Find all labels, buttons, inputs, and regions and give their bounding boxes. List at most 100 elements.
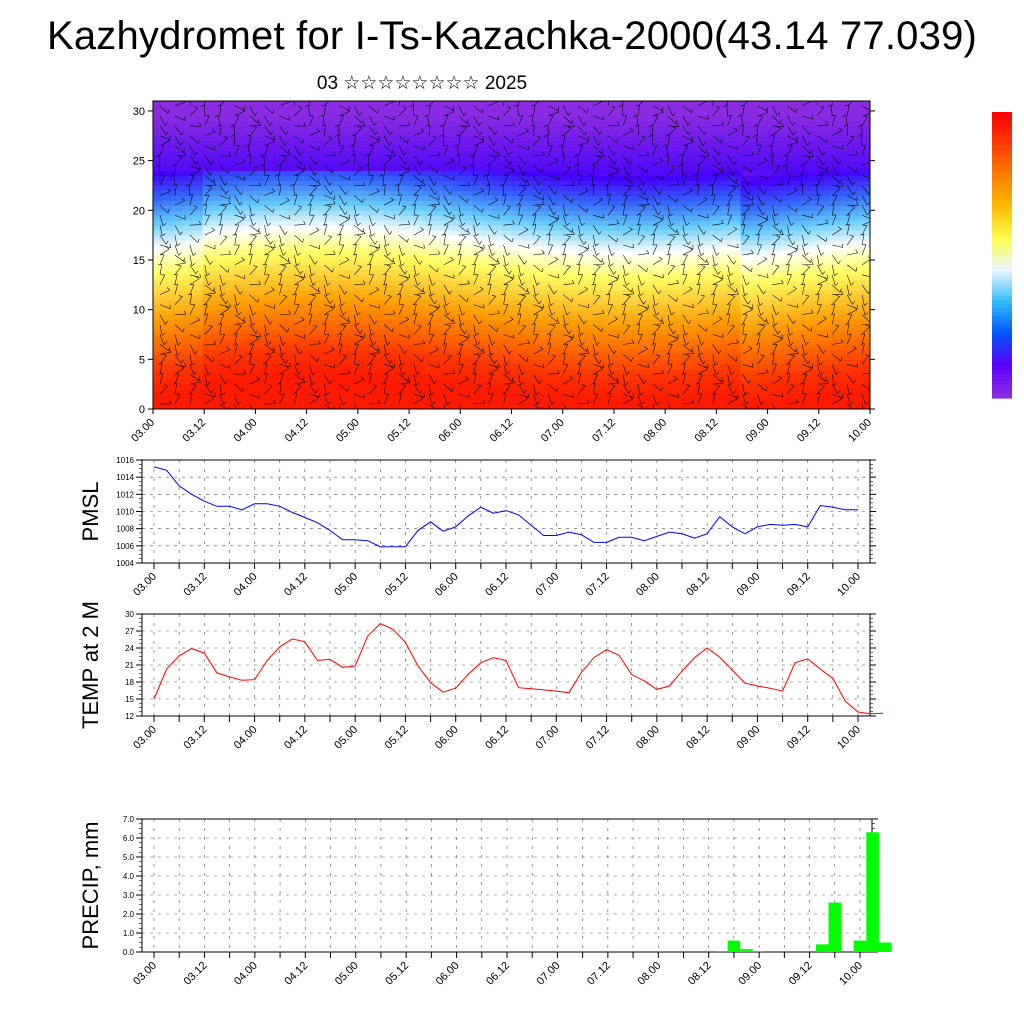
heatmap-cell <box>342 368 353 375</box>
heatmap-cell <box>730 264 742 271</box>
heatmap-cell <box>252 314 264 321</box>
wind-barb <box>264 274 270 285</box>
heatmap-cell <box>401 189 413 196</box>
heatmap-cell <box>162 338 174 345</box>
heatmap-cell <box>840 274 851 281</box>
heatmap-cell <box>790 368 801 375</box>
heatmap-cell <box>611 403 622 409</box>
heatmap-cell <box>282 398 294 405</box>
heatmap-cell <box>362 324 373 331</box>
heatmap-cell <box>471 155 483 162</box>
heatmap-cell <box>471 199 483 206</box>
heatmap-cell <box>491 324 503 331</box>
heatmap-cell <box>640 368 652 375</box>
heatmap-cell <box>591 120 602 127</box>
heatmap-cell <box>362 393 373 400</box>
heatmap-cell <box>860 254 870 261</box>
heatmap-cell <box>690 101 702 107</box>
heatmap-cell <box>501 239 513 246</box>
heatmap-cell <box>680 333 692 340</box>
heatmap-cell <box>282 249 294 256</box>
wind-barb <box>264 234 271 245</box>
heatmap-cell <box>780 175 791 181</box>
wind-barb <box>174 115 186 121</box>
heatmap-cell <box>411 393 423 400</box>
wind-barb <box>249 324 257 334</box>
heatmap-cell <box>352 160 363 167</box>
heatmap-cell <box>153 294 164 301</box>
heatmap-cell <box>481 150 493 157</box>
heatmap-cell <box>591 304 602 311</box>
heatmap-cell <box>730 229 742 236</box>
heatmap-cell <box>531 299 542 306</box>
heatmap-cell <box>680 214 692 221</box>
heatmap-cell <box>252 309 264 316</box>
heatmap-cell <box>680 319 692 326</box>
heatmap-cell <box>780 179 791 186</box>
heatmap-cell <box>411 179 423 186</box>
heatmap-cell <box>780 249 791 256</box>
heatmap-cell <box>292 234 303 241</box>
heatmap-cell <box>372 125 383 132</box>
heatmap-cell <box>222 145 234 152</box>
heatmap-cell <box>192 388 204 395</box>
heatmap-cell <box>640 105 652 112</box>
heatmap-cell <box>670 383 682 390</box>
heatmap-cell <box>810 120 821 127</box>
wind-barb <box>249 379 260 385</box>
heatmap-cell <box>441 179 453 186</box>
heatmap-cell <box>322 358 333 365</box>
heatmap-cell <box>820 184 831 191</box>
heatmap-cell <box>860 333 870 340</box>
heatmap-cell <box>491 244 503 251</box>
wind-barb <box>234 322 246 325</box>
heatmap-cell <box>611 184 622 191</box>
heatmap-cell <box>591 388 602 395</box>
heatmap-cell <box>282 333 294 340</box>
heatmap-cell <box>790 254 801 261</box>
heatmap-cell <box>750 264 762 271</box>
heatmap-cell <box>830 329 841 335</box>
heatmap-cell <box>252 304 264 311</box>
heatmap-cell <box>840 199 851 206</box>
wind-barb <box>249 105 256 116</box>
heatmap-cell <box>770 204 781 211</box>
wind-barb <box>189 354 193 366</box>
wind-barb <box>189 206 198 216</box>
heatmap-cell <box>192 175 204 181</box>
heatmap-cell <box>491 284 503 291</box>
heatmap-cell <box>690 304 702 311</box>
heatmap-cell <box>680 353 692 360</box>
heatmap-cell <box>800 314 811 321</box>
heatmap-cell <box>162 179 174 186</box>
heatmap-cell <box>690 160 702 167</box>
heatmap-cell <box>292 105 303 112</box>
heatmap-cell <box>571 194 582 201</box>
heatmap-cell <box>222 319 234 326</box>
wind-barb <box>159 304 171 310</box>
heatmap-cell <box>451 105 463 112</box>
heatmap-cell <box>810 289 821 296</box>
heatmap-cell <box>451 289 463 296</box>
heatmap-cell <box>660 348 672 355</box>
heatmap-cell <box>382 289 393 296</box>
heatmap-cell <box>670 358 682 365</box>
heatmap-cell <box>850 160 861 167</box>
heatmap-cell <box>272 165 284 172</box>
heatmap-cell <box>740 239 752 246</box>
heatmap-cell <box>162 249 174 256</box>
wind-barb <box>264 175 270 186</box>
heatmap-cell <box>242 348 254 355</box>
heatmap-cell <box>700 319 712 326</box>
heatmap-cell <box>451 259 463 266</box>
heatmap-cell <box>392 165 403 172</box>
heatmap-cell <box>670 329 682 335</box>
heatmap-cell <box>680 393 692 400</box>
heatmap-cell <box>441 284 453 291</box>
heatmap-cell <box>302 165 313 172</box>
heatmap-cell <box>660 150 672 157</box>
heatmap-cell <box>392 279 403 286</box>
heatmap-cell <box>372 393 383 400</box>
heatmap-cell <box>850 324 861 331</box>
heatmap-cell <box>750 130 762 137</box>
